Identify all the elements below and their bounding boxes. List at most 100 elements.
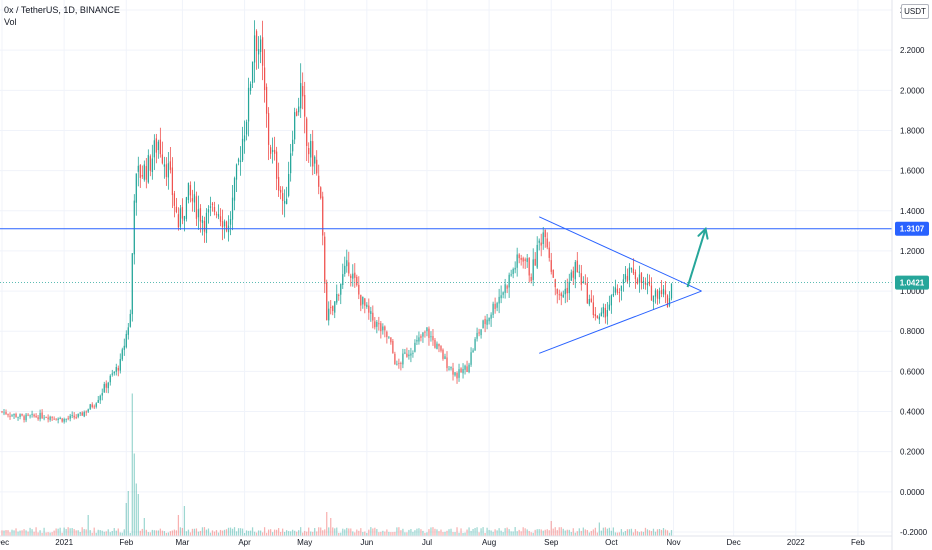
candle-body [442,349,444,359]
volume-bar [534,529,536,536]
candle-body [514,267,516,270]
candle-body [596,315,598,318]
volume-bar [332,527,334,536]
volume-indicator-label[interactable]: Vol [4,17,17,27]
volume-bar [484,532,486,536]
volume-bar [356,529,358,536]
volume-bar [259,530,262,536]
price-badges: 1.3107 1.0421 [895,221,929,290]
volume-bar [364,531,366,536]
volume-bar [354,532,356,536]
volume-bar [237,528,240,536]
volume-bar [602,527,604,536]
volume-bar [225,529,228,536]
volume-bar [151,529,153,536]
volume-bar [420,529,422,536]
volume-bar [360,528,362,536]
candle-body [75,417,77,418]
candle-body [508,274,510,288]
currency-badge[interactable]: USDT [901,4,929,19]
volume-bar [189,532,192,536]
volume-bar [518,529,520,536]
candle-body [424,331,426,333]
candle-body [394,353,396,365]
candle-body [322,196,324,236]
candle-body [456,373,458,379]
volume-bar [265,532,268,536]
candle-body [464,365,466,370]
candle-body [175,206,178,212]
volume-bar [590,530,592,536]
volume-bar [562,528,564,536]
candle-body [422,332,424,337]
volume-bar [496,530,498,536]
candle-body [292,139,294,152]
candle-body [334,301,336,313]
candle-body [364,298,366,306]
volume-bar [59,527,61,536]
candle-body [510,274,512,276]
volume-bar [568,529,570,536]
candlestick-series [1,20,673,424]
candle-body [3,412,5,414]
volume-bar [650,531,653,536]
candle-body [360,294,362,306]
candle-body [446,357,448,369]
candle-body [326,282,328,321]
volume-bar [340,532,342,536]
volume-bar [494,529,496,536]
volume-bar [27,531,29,536]
volume-bar [554,527,556,536]
volume-bar [153,530,155,536]
candle-body [59,417,61,419]
x-tick-label: Apr [238,538,251,547]
volume-bar [548,530,550,536]
candle-body [243,135,246,142]
volume-bar [123,529,125,536]
volume-bar [243,532,246,536]
volume-bar [464,532,466,536]
volume-bar [57,528,59,536]
symbol-title[interactable]: 0x / TetherUS, 1D, BINANCE [4,5,120,15]
candle-body [638,274,641,284]
volume-bar [388,531,390,536]
volume-bar [111,530,113,536]
candle-body [528,258,530,276]
volume-bar [438,531,440,536]
candle-body [628,267,631,281]
candle-body [370,311,372,315]
volume-bar [520,531,522,536]
volume-bar [195,528,198,536]
volume-bar [522,527,524,536]
volume-bar [506,527,508,536]
volume-bar [121,532,123,536]
volume-bar [47,532,49,536]
price-axis[interactable]: 2.40002.20002.00001.80001.60001.40001.20… [891,0,928,550]
volume-bar [344,529,346,536]
volume-bar [31,529,33,536]
time-axis[interactable]: Dec 2021 Feb Mar Apr May Jun Jul Aug Sep Oct Nov Dec… [0,535,892,547]
volume-bar [267,529,270,536]
volume-bar [536,529,538,536]
volume-bar [334,528,336,536]
candle-body [308,148,310,155]
volume-bar [21,530,23,536]
candle-body [618,292,621,293]
candle-body [129,313,131,327]
volume-bar [292,529,294,536]
volume-bar [468,527,470,536]
volume-bar [257,530,260,536]
candle-body [195,196,198,219]
candle-body [143,164,145,180]
candle-body [284,201,286,204]
candle-body [47,417,49,420]
volume-bar [23,529,25,536]
volume-bar [37,532,39,536]
candle-body [564,288,566,295]
candle-body [594,314,596,317]
volume-bar [199,530,202,536]
candle-body [610,295,612,306]
volume-bar [584,529,586,536]
y-tick-label: 1.6000 [900,167,925,176]
